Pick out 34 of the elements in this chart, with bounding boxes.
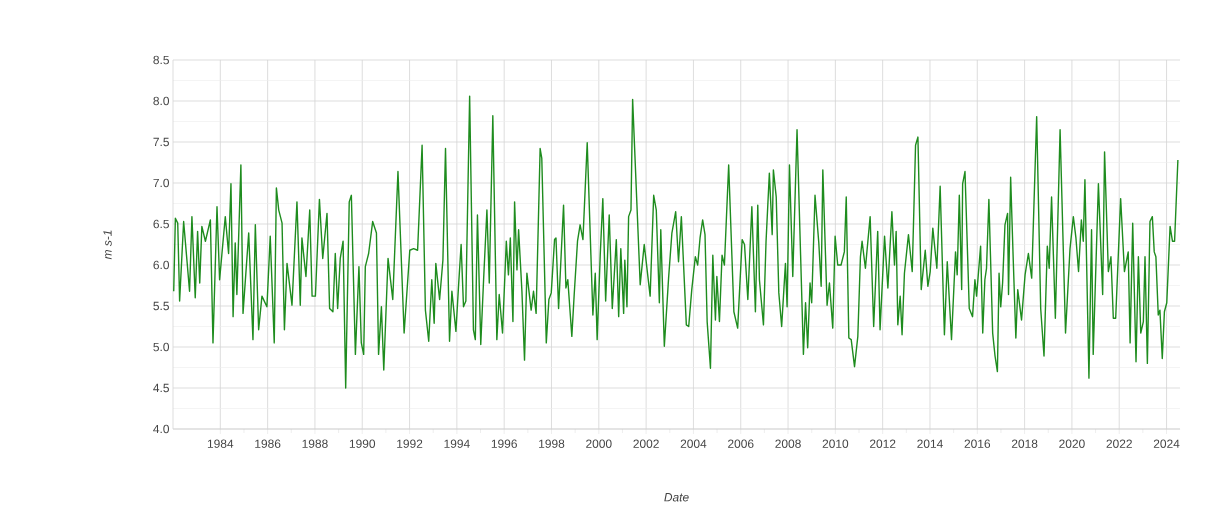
y-tick-label: 5.5	[153, 301, 169, 311]
x-tick-label: 2008	[775, 439, 801, 448]
line-series	[173, 95, 1179, 389]
x-tick-label: 1996	[491, 439, 517, 448]
y-tick-label: 4.5	[153, 383, 169, 393]
y-tick-label: 7.0	[153, 178, 170, 188]
x-tick-label: 1984	[207, 439, 234, 448]
x-tick-label: 2022	[1106, 439, 1132, 448]
x-tick-label: 1988	[302, 439, 328, 448]
y-tick-label: 6.5	[153, 219, 169, 229]
y-tick-label: 8.5	[153, 55, 169, 65]
x-tick-label: 2006	[728, 439, 754, 448]
x-tick-label: 2024	[1153, 439, 1180, 448]
y-tick-label: 4.0	[153, 424, 170, 434]
y-tick-label: 5.0	[153, 342, 170, 352]
x-tick-label: 2010	[822, 439, 849, 448]
x-tick-label: 2012	[869, 439, 896, 448]
x-tick-label: 1994	[444, 439, 470, 448]
y-tick-label: 8.0	[153, 96, 170, 106]
x-tick-label: 2014	[917, 439, 943, 448]
y-tick-label: 6.0	[153, 260, 170, 270]
y-tick-label: 7.5	[153, 137, 169, 147]
x-tick-label: 1998	[539, 439, 565, 448]
x-tick-label: 2000	[586, 439, 612, 448]
x-tick-label: 2020	[1059, 439, 1085, 448]
x-tick-label: 2002	[633, 439, 659, 448]
x-tick-label: 2018	[1011, 439, 1038, 448]
x-tick-label: 1986	[255, 439, 281, 448]
x-tick-label: 1990	[349, 439, 376, 448]
x-tick-label: 2016	[964, 439, 991, 448]
y-axis-title: m s-1	[103, 230, 112, 260]
x-tick-label: 1992	[397, 439, 423, 448]
x-tick-label: 2004	[680, 439, 707, 448]
x-axis-title: Date	[664, 493, 689, 502]
